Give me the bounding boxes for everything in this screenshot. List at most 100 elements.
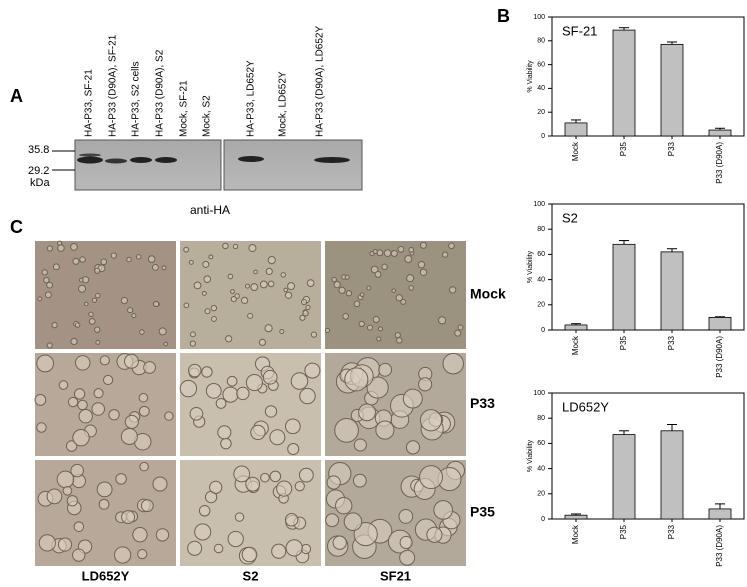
cell [442,352,464,375]
panel-label: C [10,217,23,237]
cell [194,523,212,541]
cell [93,388,104,399]
marker-unit: kDa [30,177,50,189]
cell [120,427,138,445]
cell [227,273,234,280]
column-label: LD652Y [82,568,130,583]
y-tick-label: 40 [537,465,545,472]
cell [137,548,148,560]
cell [217,425,232,440]
cell [398,509,414,524]
cell [417,260,426,269]
cell [220,437,232,450]
y-tick-label: 60 [537,61,545,68]
cell [147,255,156,263]
cell [51,321,58,329]
cell [325,513,340,528]
y-axis-label: % Viability [527,439,534,472]
cell [260,472,270,483]
cell [205,382,222,399]
cell [227,530,244,548]
cell [57,240,63,246]
cell [284,418,301,435]
cell [115,473,127,485]
cell [276,480,293,497]
cell [342,313,350,320]
cell [202,260,210,268]
cell [358,320,365,328]
cell [287,282,296,291]
y-tick-label: 20 [537,109,545,116]
cell [419,409,443,432]
chart-title: SF-21 [562,23,597,38]
cell [345,290,353,297]
row-label: P33 [470,395,495,411]
cell [344,367,369,392]
cell [332,535,347,550]
cell [245,374,263,392]
cell [334,418,359,443]
cell [69,242,78,251]
cell [377,326,383,332]
cell [366,285,372,291]
cell [358,403,376,422]
cell [247,312,254,319]
marker-label: 35.8 [28,144,49,156]
cell [372,249,378,254]
cell [359,292,365,298]
cell [250,424,266,441]
micrograph-grid [34,240,466,566]
cell [376,249,384,257]
cell [126,256,132,263]
cell [400,299,407,305]
cell [405,440,421,455]
cell [37,296,43,302]
cell [419,465,443,490]
cell [419,268,428,277]
cell [73,521,85,532]
cell [344,274,350,280]
cell [222,242,229,250]
cell [38,534,56,552]
cell [70,337,78,346]
cell [225,335,233,343]
cell [57,244,65,252]
cell [426,526,443,543]
cell [294,481,305,492]
x-tick-label: P35 [619,141,628,156]
cell [457,324,464,331]
marker-label: 29.2 [28,165,49,177]
cell [269,470,282,483]
y-tick-label: 20 [537,302,545,309]
cell [269,429,286,446]
y-axis-label: % Viability [527,60,534,93]
cell [290,372,309,390]
cell [189,406,204,421]
cell [139,461,149,472]
cell [65,440,78,452]
cell [230,289,235,294]
bands [77,153,350,164]
cell [391,288,397,293]
cell [94,326,101,333]
bar [612,29,636,137]
cell [366,324,374,331]
cell [419,241,427,249]
cell [241,546,258,563]
cell [284,291,293,299]
cell [245,476,261,492]
cell [404,254,413,263]
cell [244,283,250,289]
cell [236,386,250,401]
cell [369,251,375,257]
x-tick-label: Mock [571,141,580,161]
y-tick-label: 60 [537,440,545,447]
cell [299,314,306,321]
bar [564,122,588,137]
cell [36,422,47,433]
cell [234,512,245,522]
cell [46,488,63,505]
cell [95,339,101,345]
cell [34,394,47,406]
cell [374,271,382,278]
